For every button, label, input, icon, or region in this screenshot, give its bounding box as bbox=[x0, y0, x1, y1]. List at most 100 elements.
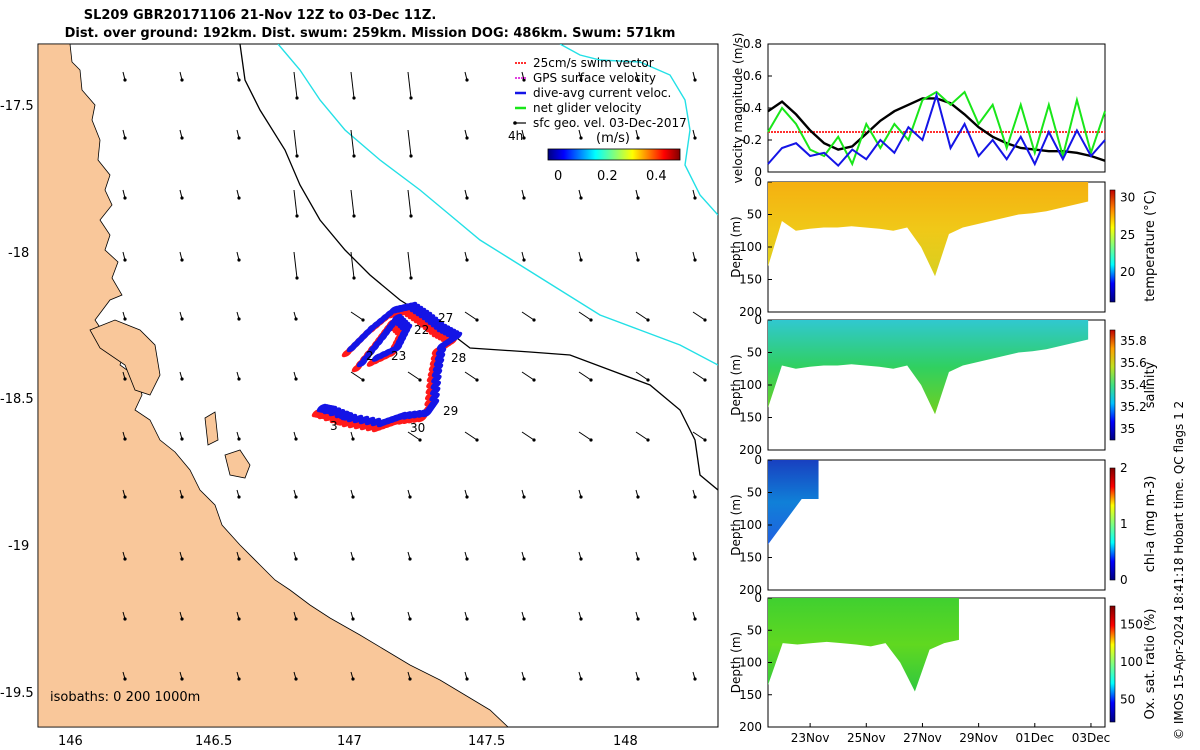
map-x-tick: 147 bbox=[337, 734, 362, 749]
current-arrow bbox=[407, 431, 421, 441]
current-arrow-head bbox=[294, 617, 298, 621]
title-line-2: Dist. over ground: 192km. Dist. swum: 25… bbox=[64, 26, 676, 41]
current-arrow bbox=[521, 431, 535, 441]
current-arrow-head bbox=[409, 276, 413, 280]
current-arrow-head bbox=[693, 196, 697, 200]
current-arrow-head bbox=[180, 196, 184, 200]
current-arrow-head bbox=[579, 136, 583, 140]
copyright-text: © IMOS 15-Apr-2024 18:41:18 Hobart time.… bbox=[1172, 400, 1186, 740]
current-arrow-head bbox=[522, 196, 526, 200]
current-arrow-head bbox=[180, 317, 184, 321]
current-arrow-head bbox=[589, 378, 593, 382]
current-arrow-head bbox=[465, 617, 469, 621]
current-arrow-head bbox=[703, 438, 707, 442]
current-arrow-head bbox=[465, 196, 469, 200]
map-panel: 22 23 27 28 29 30 3 2 25cm/s swim vector… bbox=[0, 43, 719, 749]
current-arrow-head bbox=[295, 96, 299, 100]
track-point-blue bbox=[431, 368, 443, 378]
map-y-tick: -17.5 bbox=[0, 99, 34, 114]
current-arrow bbox=[692, 311, 706, 321]
section-y-tick: 0 bbox=[754, 591, 762, 605]
section-x-tick: 03Dec bbox=[1072, 731, 1111, 745]
track-point-blue bbox=[427, 316, 439, 326]
track-point-blue bbox=[445, 328, 457, 338]
current-arrow-head bbox=[408, 495, 412, 499]
current-arrow bbox=[464, 311, 478, 321]
glider-track bbox=[311, 301, 463, 433]
track-point-blue bbox=[342, 412, 354, 421]
current-arrow-head bbox=[579, 258, 583, 262]
current-arrow bbox=[350, 189, 355, 217]
current-arrow-head bbox=[636, 677, 640, 681]
track-point-blue bbox=[439, 325, 451, 334]
current-arrow-head bbox=[123, 677, 127, 681]
current-arrow-head bbox=[579, 677, 583, 681]
current-arrow-head bbox=[351, 495, 355, 499]
section-colorbar-tick: 25 bbox=[1120, 228, 1135, 242]
current-arrow-head bbox=[352, 154, 356, 158]
current-arrow-head bbox=[123, 617, 127, 621]
current-arrow-head bbox=[180, 495, 184, 499]
track-point-blue bbox=[376, 418, 388, 428]
colorbar-unit: (m/s) bbox=[596, 131, 630, 146]
isobath-1000m-line bbox=[277, 44, 718, 366]
current-arrow-head bbox=[351, 437, 355, 441]
section-x-tick: 01Dec bbox=[1016, 731, 1055, 745]
current-arrow-head bbox=[408, 617, 412, 621]
section-colorbar-tick: 30 bbox=[1120, 190, 1135, 204]
section-colorbar-tick: 35.8 bbox=[1120, 334, 1147, 348]
speed-colorbar: (m/s) 4h 0 0.2 0.4 bbox=[508, 129, 681, 184]
section-y-label: Depth (m) bbox=[729, 216, 743, 277]
section-x-tick: 27Nov bbox=[903, 731, 942, 745]
current-arrow-head bbox=[532, 438, 536, 442]
current-arrow-head bbox=[589, 438, 593, 442]
current-arrow-head bbox=[522, 557, 526, 561]
current-arrow-head bbox=[703, 378, 707, 382]
current-arrow-head bbox=[703, 318, 707, 322]
isobaths-label: isobaths: 0 200 1000m bbox=[50, 690, 200, 705]
section-y-label: Depth (m) bbox=[729, 494, 743, 555]
map-y-tick: -18.5 bbox=[0, 392, 34, 407]
current-arrow-head bbox=[180, 136, 184, 140]
track-point-blue bbox=[371, 353, 383, 362]
current-arrow bbox=[692, 371, 706, 381]
section-y-tick: 150 bbox=[739, 688, 762, 702]
current-arrow-head bbox=[636, 495, 640, 499]
day-label: 30 bbox=[410, 421, 425, 435]
current-arrow-head bbox=[180, 677, 184, 681]
section-y-tick: 100 bbox=[739, 656, 762, 670]
section-fill bbox=[768, 460, 819, 545]
current-arrow-head bbox=[693, 258, 697, 262]
current-arrow-head bbox=[532, 318, 536, 322]
current-arrow-head bbox=[123, 557, 127, 561]
track-point-blue bbox=[433, 357, 445, 367]
current-arrow bbox=[521, 311, 535, 321]
track-point-blue bbox=[435, 347, 447, 356]
section-y-tick: 200 bbox=[739, 720, 762, 734]
legend-label: net glider velocity bbox=[533, 101, 641, 115]
colorbar-tick: 0.4 bbox=[646, 169, 667, 184]
current-arrow bbox=[407, 71, 412, 99]
colorbar-gradient bbox=[547, 148, 681, 161]
current-arrow-head bbox=[237, 317, 241, 321]
map-y-tick: -18 bbox=[8, 246, 29, 261]
current-arrow-head bbox=[295, 154, 299, 158]
day-label: 3 bbox=[330, 419, 338, 433]
current-arrow-head bbox=[532, 378, 536, 382]
section-y-tick: 50 bbox=[747, 623, 762, 637]
legend-label: 25cm/s swim vector bbox=[533, 56, 654, 70]
current-arrow-head bbox=[522, 617, 526, 621]
current-arrow-head bbox=[123, 317, 127, 321]
section-y-tick: 150 bbox=[739, 551, 762, 565]
day-label: 22 bbox=[414, 323, 429, 337]
day-label: 29 bbox=[443, 404, 458, 418]
track-point-blue bbox=[412, 305, 424, 315]
section-colorbar-tick: 150 bbox=[1120, 618, 1143, 632]
current-arrow-head bbox=[409, 96, 413, 100]
day-label: 23 bbox=[391, 349, 406, 363]
current-arrow-head bbox=[123, 136, 127, 140]
current-arrow-head bbox=[352, 214, 356, 218]
track-point-blue bbox=[436, 341, 448, 351]
current-arrow-head bbox=[180, 617, 184, 621]
current-arrow-head bbox=[294, 437, 298, 441]
